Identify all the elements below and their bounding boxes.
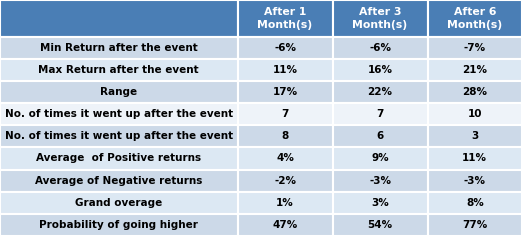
Text: 8: 8 <box>281 131 289 141</box>
Bar <box>333 0 428 37</box>
Bar <box>0 169 238 192</box>
Bar <box>238 81 333 103</box>
Text: 1%: 1% <box>276 198 294 208</box>
Bar <box>238 214 333 236</box>
Text: -6%: -6% <box>274 43 296 53</box>
Bar <box>428 169 522 192</box>
Text: No. of times it went up after the event: No. of times it went up after the event <box>5 131 233 141</box>
Bar <box>0 125 238 147</box>
Bar <box>428 0 522 37</box>
Text: -3%: -3% <box>369 176 391 185</box>
Text: 8%: 8% <box>466 198 484 208</box>
Text: -6%: -6% <box>369 43 391 53</box>
Bar <box>428 81 522 103</box>
Text: After 3
Month(s): After 3 Month(s) <box>352 7 408 30</box>
Bar <box>238 169 333 192</box>
Bar <box>333 103 428 125</box>
Bar <box>0 37 238 59</box>
Bar <box>333 214 428 236</box>
Text: Range: Range <box>100 87 137 97</box>
Bar <box>333 81 428 103</box>
Text: 3%: 3% <box>371 198 389 208</box>
Bar <box>238 0 333 37</box>
Text: Probability of going higher: Probability of going higher <box>39 220 198 230</box>
Text: 54%: 54% <box>367 220 393 230</box>
Text: Average of Negative returns: Average of Negative returns <box>35 176 203 185</box>
Text: 11%: 11% <box>462 153 487 164</box>
Bar <box>428 37 522 59</box>
Text: 7: 7 <box>376 109 384 119</box>
Bar <box>333 59 428 81</box>
Text: 22%: 22% <box>367 87 393 97</box>
Bar <box>333 147 428 169</box>
Text: 16%: 16% <box>367 65 393 75</box>
Text: 6: 6 <box>376 131 384 141</box>
Text: 28%: 28% <box>462 87 487 97</box>
Bar <box>0 0 238 37</box>
Text: 17%: 17% <box>272 87 298 97</box>
Text: Grand overage: Grand overage <box>75 198 162 208</box>
Bar <box>333 169 428 192</box>
Bar <box>428 214 522 236</box>
Bar <box>333 192 428 214</box>
Bar <box>333 37 428 59</box>
Bar <box>238 125 333 147</box>
Bar <box>0 214 238 236</box>
Bar <box>238 192 333 214</box>
Bar <box>428 103 522 125</box>
Text: 9%: 9% <box>371 153 389 164</box>
Bar <box>428 59 522 81</box>
Bar <box>238 37 333 59</box>
Bar <box>428 192 522 214</box>
Text: -3%: -3% <box>464 176 486 185</box>
Text: 7: 7 <box>281 109 289 119</box>
Text: No. of times it went up after the event: No. of times it went up after the event <box>5 109 233 119</box>
Text: 3: 3 <box>471 131 478 141</box>
Text: After 1
Month(s): After 1 Month(s) <box>257 7 313 30</box>
Bar <box>0 103 238 125</box>
Text: Min Return after the event: Min Return after the event <box>40 43 198 53</box>
Text: 10: 10 <box>468 109 482 119</box>
Bar <box>0 192 238 214</box>
Bar <box>0 147 238 169</box>
Bar <box>428 147 522 169</box>
Text: Average  of Positive returns: Average of Positive returns <box>36 153 201 164</box>
Bar <box>238 147 333 169</box>
Bar <box>238 59 333 81</box>
Text: After 6
Month(s): After 6 Month(s) <box>447 7 502 30</box>
Text: 47%: 47% <box>272 220 298 230</box>
Text: 11%: 11% <box>272 65 298 75</box>
Text: 21%: 21% <box>462 65 487 75</box>
Bar <box>333 125 428 147</box>
Text: -7%: -7% <box>464 43 486 53</box>
Bar <box>428 125 522 147</box>
Bar <box>0 59 238 81</box>
Text: 77%: 77% <box>462 220 488 230</box>
Bar <box>238 103 333 125</box>
Bar <box>0 81 238 103</box>
Text: -2%: -2% <box>274 176 296 185</box>
Text: 4%: 4% <box>276 153 294 164</box>
Text: Max Return after the event: Max Return after the event <box>39 65 199 75</box>
